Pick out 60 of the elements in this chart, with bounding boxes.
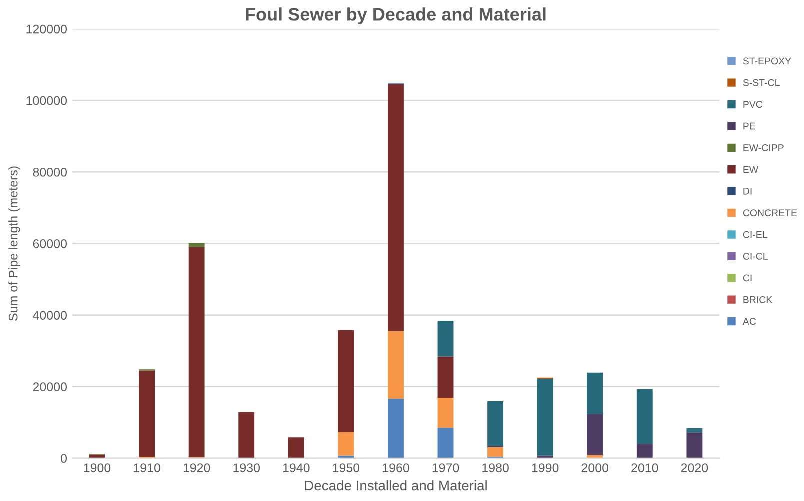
x-tick-label: 2000 [582,464,609,472]
bar [587,372,604,414]
bar [686,432,703,458]
x-tick-label: 1960 [383,464,410,472]
bar [238,412,255,458]
y-tick-label: 20000 [33,382,68,392]
bar [288,438,304,458]
x-tick-label: 2020 [681,464,708,472]
legend-label: CI-CL [743,253,768,260]
bar [188,243,205,248]
bar [188,247,205,458]
bar [587,414,604,456]
x-tick-label: 1920 [184,464,210,472]
y-tick-label: 0 [61,454,68,464]
legend-label: BRICK [744,296,773,304]
bar [537,378,554,456]
bar [636,389,653,444]
x-tick-label: 1980 [482,464,509,472]
x-tick-label: 1940 [283,464,310,472]
x-tick-label: 1930 [234,464,260,472]
legend-label: PE [744,122,756,130]
legend-label: S-ST-CL [743,79,780,86]
bar [438,356,454,398]
bar [686,428,703,433]
y-tick-label: 80000 [33,168,68,177]
bar [388,84,404,332]
legend-label: EW [744,166,759,174]
bar [636,444,653,458]
x-tick-label: 1910 [134,464,160,472]
y-axis-title: Sum of Pipe length (meters) [8,166,20,321]
legend-label: ST-EPOXY [743,58,792,65]
legend-label: CI-EL [743,231,768,238]
bar [488,447,504,457]
legend-label: DI [744,188,752,195]
chart-title: Foul Sewer by Decade and Material [246,8,546,24]
bar [388,399,404,458]
x-tick-label: 1950 [333,464,360,472]
legend-label: EW-CIPP [744,144,784,152]
legend-label: AC [742,318,756,326]
legend-label: PVC [744,101,763,108]
y-tick-label: 120000 [26,24,68,34]
bar [438,428,454,458]
legend-label: CONCRETE [743,210,798,217]
x-axis-title: Decade Installed and Material [305,480,487,491]
x-tick-label: 2010 [632,464,658,472]
y-tick-label: 40000 [33,311,68,320]
bar [438,398,454,428]
bar [388,331,404,400]
bar [338,330,354,432]
bar [338,432,354,456]
bar [139,370,156,457]
bar [587,455,604,458]
y-tick-label: 60000 [33,240,68,248]
y-tick-label: 100000 [26,96,68,106]
bar [438,321,454,357]
x-tick-label: 1970 [432,464,460,472]
x-tick-label: 1990 [532,464,559,472]
legend-label: CI [743,274,752,282]
x-tick-label: 1900 [84,464,111,472]
bar [488,402,504,446]
